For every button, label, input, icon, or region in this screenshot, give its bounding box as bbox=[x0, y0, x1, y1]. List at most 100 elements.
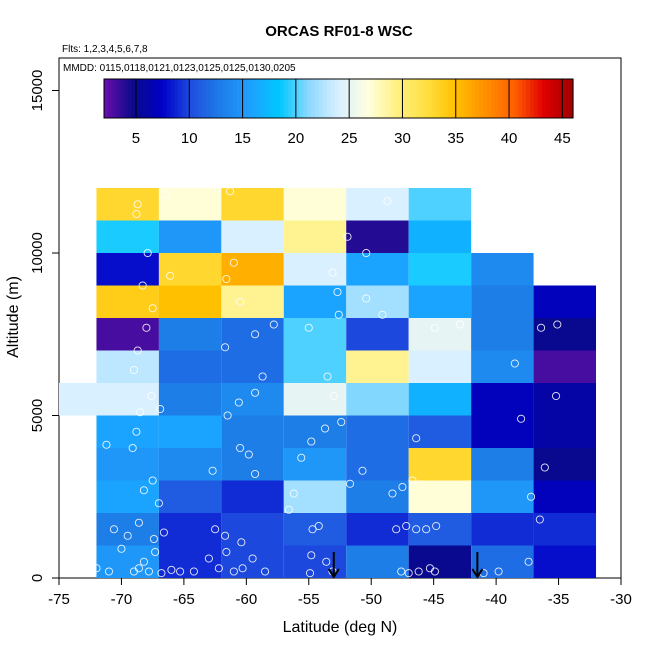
heatmap-cell bbox=[221, 220, 284, 253]
heatmap-cell bbox=[471, 383, 534, 416]
heatmap-cell bbox=[96, 415, 159, 448]
heatmap-cell bbox=[408, 513, 472, 546]
colorbar-segment bbox=[139, 79, 144, 118]
colorbar-segment bbox=[498, 79, 504, 118]
observation-point bbox=[524, 557, 533, 566]
colorbar-segment bbox=[342, 79, 347, 118]
x-tick-label: -75 bbox=[48, 591, 70, 608]
colorbar-segment bbox=[471, 79, 476, 118]
heatmap-cell bbox=[408, 220, 472, 253]
heatmap-cell bbox=[346, 415, 409, 448]
observation-point bbox=[535, 515, 544, 524]
observation-point bbox=[92, 564, 101, 573]
colorbar-segment bbox=[444, 79, 449, 118]
observation-point bbox=[214, 564, 223, 573]
observation-point bbox=[221, 531, 230, 540]
colorbar-tick-label: 10 bbox=[181, 130, 198, 147]
heatmap-cell bbox=[221, 253, 284, 286]
x-tick-label: -60 bbox=[235, 591, 257, 608]
colorbar-segment bbox=[248, 79, 254, 118]
observation-point bbox=[237, 538, 246, 547]
heatmap-cell bbox=[346, 513, 409, 546]
colorbar-segment bbox=[299, 79, 304, 118]
colorbar-segment bbox=[358, 79, 363, 118]
heatmap-cell bbox=[408, 448, 472, 481]
heatmap-cell bbox=[158, 318, 222, 351]
colorbar-segment bbox=[393, 79, 398, 118]
observation-point bbox=[189, 567, 198, 576]
y-tick-label: 10000 bbox=[29, 232, 46, 274]
colorbar-segment bbox=[232, 79, 238, 118]
observation-point bbox=[537, 323, 546, 332]
x-tick-label: -55 bbox=[298, 591, 320, 608]
x-tick-label: -40 bbox=[485, 591, 507, 608]
observation-point bbox=[123, 531, 132, 540]
colorbar-segment bbox=[131, 79, 136, 118]
x-axis-label: Latitude (deg N) bbox=[283, 619, 398, 636]
heatmap-cell bbox=[158, 545, 222, 578]
colorbar-segment bbox=[537, 79, 543, 118]
heatmap-cell bbox=[533, 415, 597, 448]
heatmap-cell bbox=[471, 415, 534, 448]
colorbar-segment bbox=[127, 79, 132, 118]
colorbar-segment bbox=[381, 79, 386, 118]
colorbar-tick-label: 15 bbox=[234, 130, 251, 147]
y-tick-label: 0 bbox=[29, 574, 46, 582]
observation-point bbox=[305, 569, 315, 578]
colorbar-segment bbox=[244, 79, 250, 118]
colorbar-segment bbox=[256, 79, 261, 118]
heatmap-cell bbox=[221, 383, 284, 416]
observation-point bbox=[455, 320, 464, 329]
observation-point bbox=[304, 323, 313, 332]
colorbar-segment bbox=[268, 79, 273, 118]
observation-point bbox=[236, 443, 245, 453]
observation-point bbox=[404, 569, 413, 578]
heatmap-cell bbox=[471, 253, 534, 286]
down-arrow-head bbox=[471, 568, 484, 579]
observation-point bbox=[307, 551, 316, 560]
heatmap-cell bbox=[346, 448, 409, 481]
colorbar-tick-label: 25 bbox=[341, 130, 358, 147]
colorbar-segment bbox=[522, 79, 527, 118]
heatmap-cell bbox=[408, 415, 472, 448]
observation-point bbox=[297, 453, 306, 462]
colorbar-segment bbox=[412, 79, 418, 118]
colorbar-segment bbox=[213, 79, 218, 118]
observation-point bbox=[221, 343, 230, 352]
colorbar-segment bbox=[291, 79, 297, 118]
heatmap-cell bbox=[408, 253, 472, 286]
heatmap-cell bbox=[533, 513, 597, 546]
heatmap-cell bbox=[533, 545, 597, 578]
observation-point bbox=[329, 391, 338, 401]
colorbar-segment bbox=[115, 79, 121, 118]
observation-point bbox=[133, 200, 142, 209]
colorbar-segment bbox=[389, 79, 394, 118]
heatmap-cell bbox=[283, 383, 347, 416]
observation-point bbox=[148, 304, 157, 313]
colorbar-segment bbox=[530, 79, 535, 118]
observation-point bbox=[345, 479, 355, 488]
colorbar-segment bbox=[303, 79, 308, 118]
colorbar-segment bbox=[436, 79, 441, 118]
colorbar-segment bbox=[217, 79, 222, 118]
observation-point bbox=[307, 437, 316, 446]
observation-point bbox=[258, 372, 267, 381]
observation-point bbox=[432, 521, 441, 531]
heatmap-cell bbox=[408, 383, 472, 416]
heatmap-cell bbox=[346, 350, 409, 383]
colorbar-segment bbox=[330, 79, 336, 118]
colorbar-segment bbox=[107, 79, 113, 118]
colorbar-tick-label: 30 bbox=[394, 130, 411, 147]
heatmap-cell bbox=[283, 415, 347, 448]
colorbar-segment bbox=[193, 79, 199, 118]
observation-point bbox=[204, 554, 213, 563]
heatmap-cell bbox=[221, 188, 284, 221]
colorbar-segment bbox=[424, 79, 429, 118]
observation-point bbox=[147, 391, 156, 401]
observation-point bbox=[144, 567, 153, 576]
observation-point bbox=[139, 557, 148, 566]
observation-point bbox=[166, 271, 175, 280]
x-tick-label: -35 bbox=[548, 591, 570, 608]
heatmap-cell bbox=[96, 350, 159, 383]
observation-point bbox=[392, 525, 401, 534]
